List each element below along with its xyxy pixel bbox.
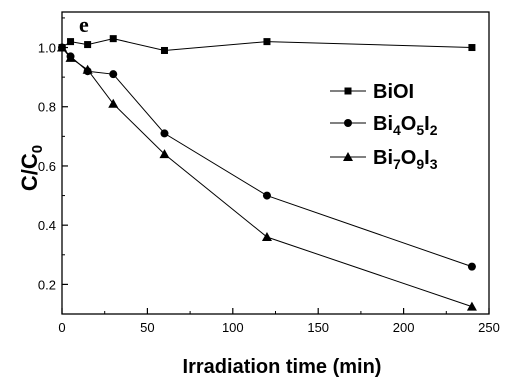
panel-label: e [79, 12, 89, 37]
legend-label-part: I [424, 113, 430, 135]
data-point [261, 232, 272, 242]
x-tick-label: 50 [140, 320, 154, 335]
legend-label-part: Bi [373, 113, 393, 135]
legend-label-subscript: 2 [430, 122, 438, 138]
series-3 [57, 42, 477, 311]
legend-label-subscript: 3 [430, 156, 438, 172]
y-tick-label: 0.4 [38, 218, 56, 233]
data-point [160, 46, 168, 54]
y-tick-label: 0.6 [38, 159, 56, 174]
legend-label-part: O [401, 147, 417, 169]
legend-label-part: BiOI [373, 81, 414, 103]
legend-label: Bi4O5I2 [373, 113, 438, 138]
data-point [67, 38, 75, 46]
legend-label-subscript: 5 [416, 122, 424, 138]
data-point [262, 191, 271, 200]
y-axis-title: C/C0 [17, 145, 46, 191]
data-point [82, 64, 93, 74]
legend-label-subscript: 7 [393, 156, 401, 172]
legend-marker [344, 87, 352, 95]
legend-label-subscript: 9 [416, 156, 424, 172]
legend-item: BiOI [330, 81, 414, 103]
legend-label-part: Bi [373, 147, 393, 169]
data-point [263, 38, 271, 46]
y-tick-label: 1.0 [38, 41, 56, 56]
legend-label: Bi7O9I3 [373, 147, 438, 172]
x-axis-ticks: 0 50 100 150 200 250 [58, 308, 500, 335]
legend-marker [343, 152, 353, 161]
data-point [159, 149, 170, 159]
data-point [109, 35, 117, 43]
data-point [109, 70, 118, 79]
legend-marker [344, 119, 352, 127]
legend-label: BiOI [373, 81, 414, 103]
x-axis-title: Irradiation time (min) [183, 356, 382, 378]
x-tick-label: 0 [58, 320, 65, 335]
legend-label-part: I [424, 147, 430, 169]
x-tick-label: 100 [222, 320, 244, 335]
data-point [467, 262, 476, 271]
data-point [468, 44, 476, 52]
data-point [466, 301, 477, 311]
legend-item: Bi7O9I3 [330, 147, 438, 172]
x-tick-label: 150 [307, 320, 329, 335]
data-point [84, 41, 92, 49]
y-axis-title-main: C/C [17, 153, 42, 191]
y-axis-title-subscript: 0 [29, 145, 46, 153]
x-tick-label: 200 [393, 320, 415, 335]
y-axis-ticks: 0.2 0.4 0.6 0.8 1.0 [38, 17, 68, 292]
legend-label-subscript: 4 [393, 122, 401, 138]
y-tick-label: 0.8 [38, 100, 56, 115]
legend-item: Bi4O5I2 [330, 113, 438, 138]
series-layer [57, 35, 477, 311]
data-point [108, 98, 119, 108]
legend-label-part: O [401, 113, 417, 135]
data-point [160, 129, 169, 138]
x-tick-label: 250 [478, 320, 500, 335]
y-tick-label: 0.2 [38, 277, 56, 292]
data-point [65, 52, 76, 62]
series-1 [58, 35, 476, 54]
data-point [57, 42, 67, 52]
